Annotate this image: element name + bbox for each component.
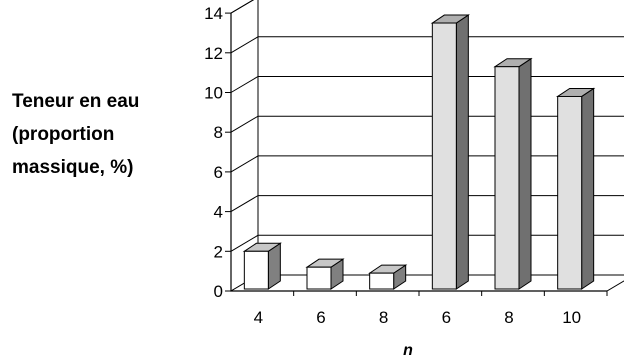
x-tick-label: 8: [379, 308, 388, 327]
bar: [493, 57, 533, 290]
x-axis-ticks: 4 6 8 6 8 10: [254, 291, 608, 327]
bar-front: [431, 22, 457, 290]
x-tick-label: 8: [504, 308, 513, 327]
bar-front: [243, 250, 269, 290]
y-tick-label: 2: [214, 242, 223, 261]
bar-front: [369, 272, 395, 290]
gridline: [230, 36, 624, 54]
y-tick-label: 0: [214, 282, 223, 301]
bar: [305, 258, 345, 290]
gridline: [230, 0, 255, 14]
y-tick-label: 10: [204, 84, 223, 103]
gridline: [230, 76, 624, 93]
y-axis-ticks: 0 2 4 6 8 10 12 14: [204, 4, 231, 301]
bar-front: [494, 66, 520, 290]
x-axis-label: n: [403, 342, 413, 359]
bars: [242, 14, 596, 290]
bar-side: [581, 87, 595, 290]
chart-axes: [230, 13, 607, 292]
bar-side: [518, 57, 532, 290]
y-tick-label: 14: [204, 4, 223, 23]
y-tick-label: 12: [204, 44, 223, 63]
x-tick-label: 4: [254, 308, 263, 327]
y-tick-label: 4: [214, 203, 223, 222]
bar: [556, 87, 596, 290]
bar: [430, 14, 470, 290]
bar: [242, 242, 282, 290]
y-tick-label: 6: [214, 163, 223, 182]
y-tick-label: 8: [214, 123, 223, 142]
bar-front: [557, 95, 583, 290]
x-tick-label: 6: [316, 308, 325, 327]
y-axis-label-line-2: (proportion: [12, 124, 114, 145]
bar-side: [455, 14, 469, 290]
bar-front: [306, 266, 332, 290]
x-tick-label: 6: [442, 308, 451, 327]
x-tick-label: 10: [562, 308, 581, 327]
bar: [368, 264, 408, 290]
y-axis-label-line-3: massique, %): [12, 157, 133, 178]
y-axis-label-line-1: Teneur en eau: [12, 91, 139, 112]
